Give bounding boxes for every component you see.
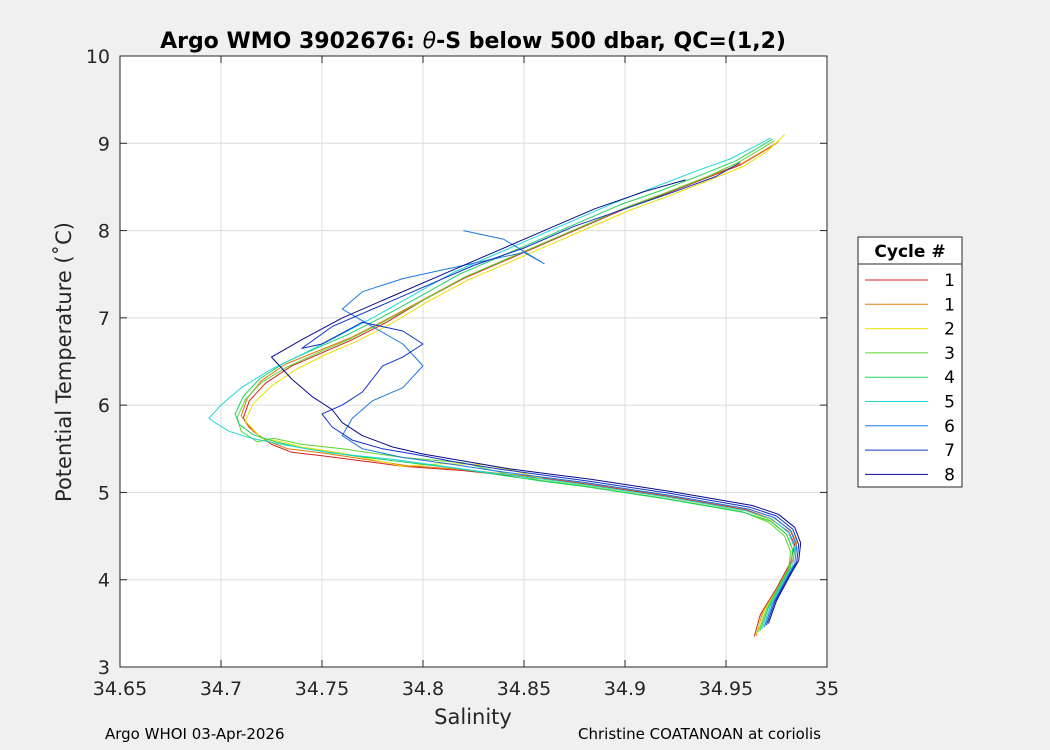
y-axis-label: Potential Temperature (˚C) [52,222,76,502]
legend-items: 1 1 2 3 4 5 6 7 8 [865,271,955,485]
x-tick-label: 34.85 [497,678,551,700]
plot-area [120,56,827,667]
legend-label-8: 8 [944,465,955,485]
y-tick-label: 5 [98,482,110,504]
y-tick-label: 8 [98,221,110,243]
x-axis-label: Salinity [434,705,512,729]
x-tick-label: 34.65 [93,678,147,700]
x-tick-label: 35 [815,678,839,700]
series-line-cycle-4-4 [234,138,794,631]
x-tick-label: 34.8 [402,678,444,700]
y-tick-label: 9 [98,133,110,155]
chart-title: Argo WMO 3902676: θ-S below 500 dbar, QC… [160,29,786,54]
y-tick-label: 4 [98,570,110,592]
grid [119,55,828,668]
legend-label-1: 1 [944,295,955,315]
x-tick-label: 34.7 [200,678,242,700]
x-tick-label: 34.75 [295,678,349,700]
y-tick-label: 6 [98,395,110,417]
legend-label-3: 3 [944,344,955,364]
legend-title: Cycle # [874,242,945,262]
legend-label-5: 5 [944,393,955,413]
y-tick-label: 7 [98,308,110,330]
x-tick-label: 34.95 [699,678,753,700]
y-tick-label: 10 [86,46,110,68]
series-line-cycle-3-3 [236,140,792,633]
series-line-cycle-5-5 [208,137,796,629]
x-tick-label: 34.9 [604,678,646,700]
legend-label-6: 6 [944,417,955,437]
series-line-cycle-6-6 [341,230,798,627]
footer-left: Argo WHOI 03-Apr-2026 [105,725,285,743]
y-tick-label: 3 [98,657,110,679]
legend-label-4: 4 [944,368,955,388]
series-line-cycle-2-2 [244,134,794,634]
axis-ticks: 34.65 34.7 34.75 34.8 34.85 34.9 34.95 35 3 4 5 6 7 8… [86,46,839,700]
footer-right: Christine COATANOAN at coriolis [578,725,821,743]
legend-box [857,236,963,488]
legend: Cycle # 1 1 2 3 4 5 6 7 8 [857,236,963,488]
series-line-cycle-8-8 [271,179,802,624]
series-layer [208,134,802,637]
legend-label-7: 7 [944,441,955,461]
plot-frame [119,55,828,668]
legend-label-0: 1 [944,271,955,291]
legend-label-2: 2 [944,320,955,340]
